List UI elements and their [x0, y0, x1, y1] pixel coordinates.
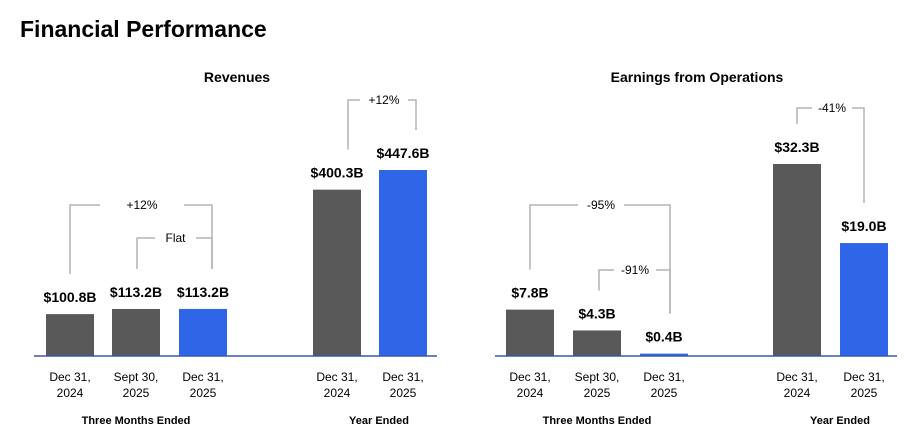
- data-label: $0.4B: [645, 329, 682, 345]
- comparison-label: -91%: [621, 263, 649, 277]
- data-label: $32.3B: [774, 139, 819, 155]
- x-tick-label: Dec 31,: [509, 370, 550, 384]
- x-tick-label: 2024: [784, 386, 811, 400]
- x-tick-label: 2025: [651, 386, 678, 400]
- bar: [313, 189, 361, 356]
- comparison-label: -95%: [587, 198, 615, 212]
- data-label: $100.8B: [44, 289, 97, 305]
- x-tick-label: 2025: [190, 386, 217, 400]
- x-tick-label: Dec 31,: [843, 370, 884, 384]
- x-tick-label: 2024: [57, 386, 84, 400]
- x-tick-label: Sept 30,: [114, 370, 159, 384]
- x-tick-label: 2025: [123, 386, 150, 400]
- x-tick-label: Dec 31,: [643, 370, 684, 384]
- bar: [46, 314, 94, 356]
- data-label: $4.3B: [578, 305, 615, 321]
- page-title: Financial Performance: [20, 16, 267, 42]
- group-label: Year Ended: [349, 415, 409, 427]
- x-tick-label: 2025: [390, 386, 417, 400]
- x-tick-label: 2024: [324, 386, 351, 400]
- data-label: $7.8B: [511, 285, 548, 301]
- comparison-bracket: [136, 237, 213, 269]
- bar: [379, 170, 427, 356]
- chart-title: Revenues: [204, 69, 270, 85]
- comparison-label: +12%: [126, 198, 157, 212]
- chart-panel-earnings: Earnings from Operations $7.8B Dec 31, 2024…: [495, 69, 897, 427]
- bar: [506, 309, 554, 356]
- data-label: $113.2B: [177, 284, 229, 300]
- x-tick-label: Dec 31,: [382, 370, 423, 384]
- comparison-bracket: [69, 204, 213, 275]
- bar: [840, 243, 888, 356]
- bar: [179, 308, 227, 356]
- group-label: Three Months Ended: [82, 415, 191, 427]
- chart-title: Earnings from Operations: [611, 69, 784, 85]
- comparison-bracket: [529, 204, 671, 314]
- x-tick-label: 2025: [584, 386, 611, 400]
- bar: [640, 353, 688, 356]
- data-label: $447.6B: [377, 145, 430, 161]
- x-tick-label: Dec 31,: [776, 370, 817, 384]
- x-tick-label: Dec 31,: [316, 370, 357, 384]
- bar: [573, 330, 621, 356]
- comparison-bracket: [796, 107, 865, 204]
- data-label: $19.0B: [841, 218, 886, 234]
- x-tick-label: Sept 30,: [575, 370, 620, 384]
- data-label: $400.3B: [311, 165, 364, 181]
- comparison-label: +12%: [368, 93, 399, 107]
- comparison-label: -41%: [818, 101, 846, 115]
- group-label: Year Ended: [810, 415, 870, 427]
- data-label: $113.2B: [110, 284, 162, 300]
- x-tick-label: 2024: [517, 386, 544, 400]
- x-tick-label: Dec 31,: [49, 370, 90, 384]
- bar: [112, 308, 160, 356]
- comparison-bracket: [347, 99, 417, 150]
- bar: [773, 164, 821, 356]
- x-tick-label: 2025: [851, 386, 878, 400]
- comparison-bracket: [598, 269, 671, 314]
- x-tick-label: Dec 31,: [182, 370, 223, 384]
- chart-panel-revenues: Revenues $100.8B Dec 31, 2024 $113.2B Sept 30…: [34, 69, 437, 427]
- group-label: Three Months Ended: [543, 415, 652, 427]
- comparison-label: Flat: [165, 231, 186, 245]
